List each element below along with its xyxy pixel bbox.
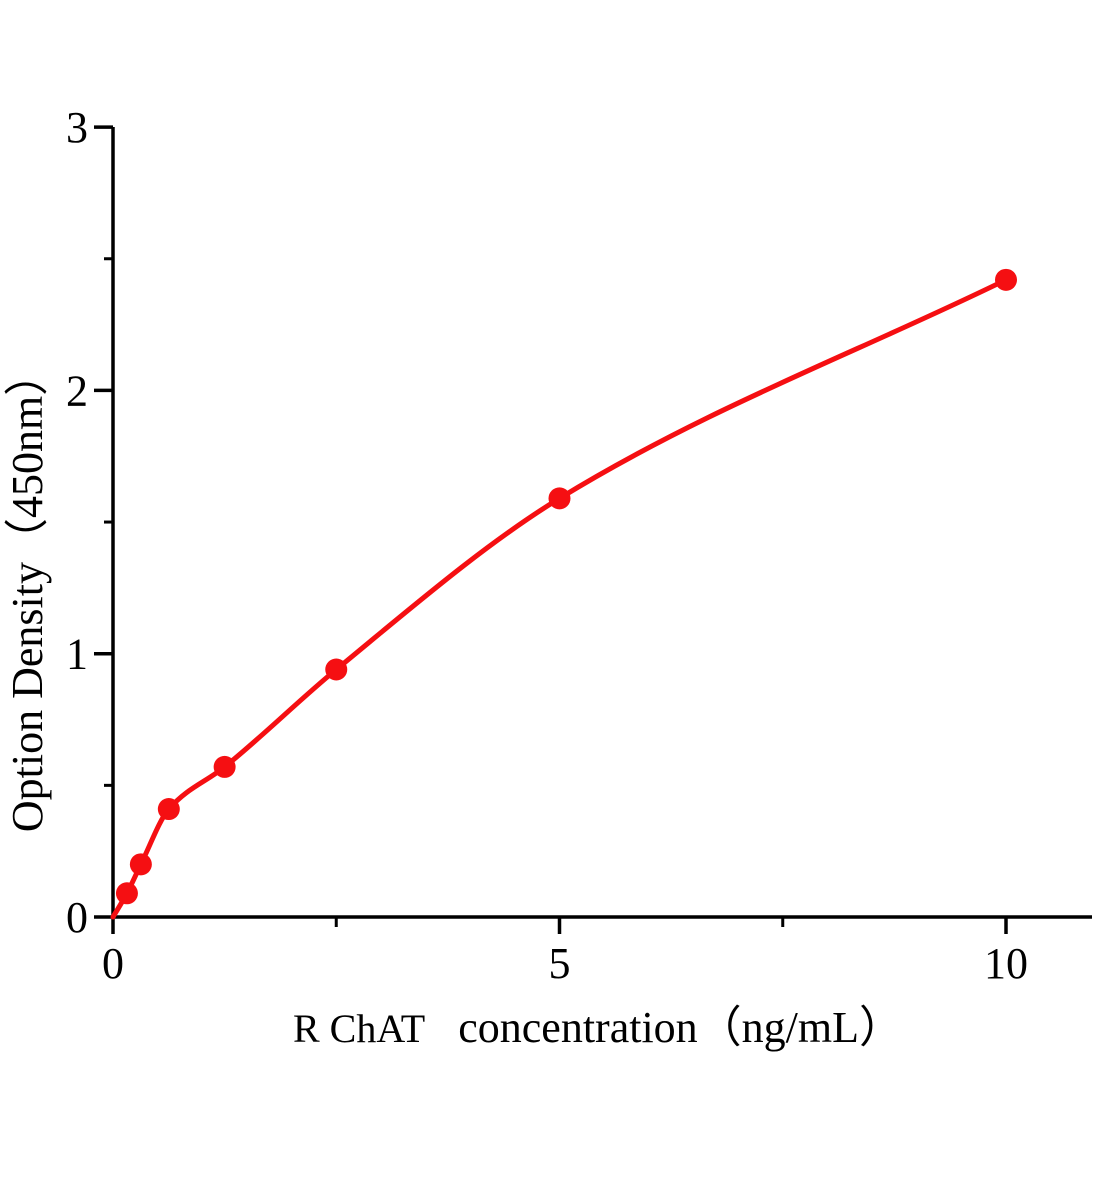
y-tick-label: 2 [66,366,88,415]
y-tick-label: 0 [66,893,88,942]
x-tick-label: 0 [102,939,124,988]
data-point [157,798,180,821]
x-axis-title-main: concentration（ng/mL） [458,1003,903,1052]
x-axis-title: R ChAT concentration（ng/mL） [293,1003,903,1052]
fit-curve [110,277,1009,920]
data-point [325,658,348,681]
y-axis-title: Option Density（450nm） [3,352,52,832]
data-point [129,853,152,876]
y-tick-label: 3 [66,103,88,152]
y-tick-label: 1 [66,630,88,679]
data-point [115,882,138,905]
x-tick-label: 10 [984,939,1028,988]
data-point [995,268,1017,291]
x-axis-title-prefix: R ChAT [293,1006,425,1051]
data-series [110,268,1017,920]
x-axis-ticks: 0 5 10 [102,917,1028,988]
x-tick-label: 5 [549,939,571,988]
y-axis-ticks: 0 1 2 3 [66,103,113,942]
data-point [213,755,236,778]
data-point [548,487,571,510]
